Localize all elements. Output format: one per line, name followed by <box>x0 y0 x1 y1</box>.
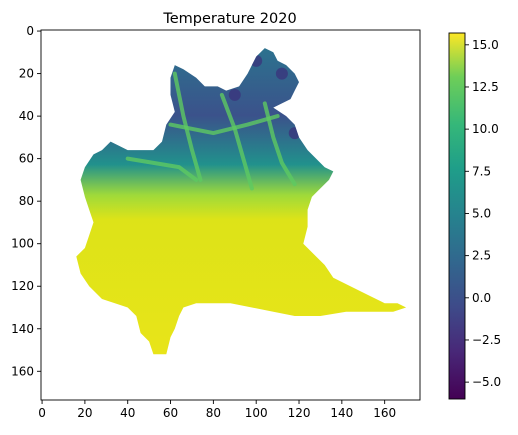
y-tick-label: 0 <box>26 24 34 38</box>
colorbar-tick-label: −5.0 <box>472 375 501 389</box>
valley-streak <box>219 92 254 191</box>
x-tick-label: 120 <box>288 406 311 420</box>
y-tick-label: 80 <box>19 194 34 208</box>
alpine-detail <box>125 54 301 191</box>
colorbar-tick-label: 15.0 <box>472 38 499 52</box>
chart-title: Temperature 2020 <box>162 11 296 27</box>
colorbar-tick-label: −2.5 <box>472 333 501 347</box>
colorbar-tick-label: 0.0 <box>472 291 491 305</box>
y-axis: 0 20 40 60 80 100 120 140 160 <box>11 24 41 378</box>
x-tick-label: 140 <box>330 406 353 420</box>
x-tick-label: 40 <box>120 406 135 420</box>
x-tick-label: 0 <box>38 406 46 420</box>
y-tick-label: 40 <box>19 109 34 123</box>
alpine-peak <box>228 88 241 101</box>
y-tick-label: 140 <box>11 322 34 336</box>
region-shape <box>76 48 407 355</box>
x-axis: 0 20 40 60 80 100 120 140 160 <box>38 400 396 420</box>
y-tick-label: 160 <box>11 364 34 378</box>
alpine-peak <box>275 67 288 80</box>
y-tick-label: 60 <box>19 152 34 166</box>
colorbar <box>449 33 465 399</box>
x-tick-label: 20 <box>77 406 92 420</box>
colorbar-tick-label: 2.5 <box>472 249 491 263</box>
x-tick-label: 60 <box>163 406 178 420</box>
temperature-heatmap <box>76 48 407 355</box>
valley-streak <box>172 71 203 182</box>
colorbar-tick-label: 10.0 <box>472 122 499 136</box>
colorbar-tick-label: 5.0 <box>472 206 491 220</box>
colorbar-tick-label: 7.5 <box>472 164 491 178</box>
valley-streak <box>168 114 280 136</box>
x-tick-label: 160 <box>373 406 396 420</box>
y-tick-label: 120 <box>11 279 34 293</box>
y-tick-label: 100 <box>11 237 34 251</box>
colorbar-tick-label: 12.5 <box>472 80 499 94</box>
valley-streak <box>262 101 297 187</box>
plot-frame <box>40 29 421 401</box>
colorbar-frame <box>448 32 466 400</box>
y-tick-label: 20 <box>19 67 34 81</box>
x-tick-label: 80 <box>206 406 221 420</box>
valley-streak <box>125 156 199 182</box>
x-tick-label: 100 <box>245 406 268 420</box>
colorbar-axis: −5.0 −2.5 0.0 2.5 5.0 7.5 10.0 12.5 15.0 <box>465 38 501 389</box>
